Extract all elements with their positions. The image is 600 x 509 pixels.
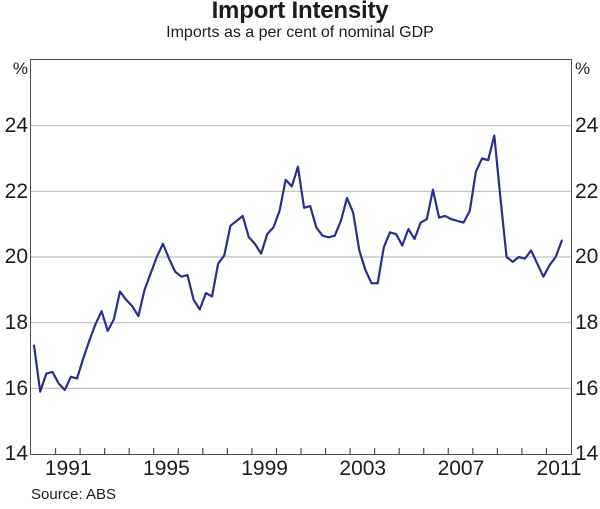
y-tick-label: 22 — [4, 179, 28, 203]
x-tick-label: 2011 — [536, 457, 582, 480]
y-axis-unit-right: % — [575, 59, 591, 78]
source-note: Source: ABS — [31, 486, 117, 503]
x-tick-label: 2003 — [339, 457, 387, 480]
chart-canvas — [31, 125, 571, 454]
chart-title: Import Intensity — [211, 0, 389, 24]
y-tick-label: 24 — [4, 114, 28, 138]
y-axis-unit-left: % — [12, 59, 28, 78]
x-tick-label: 1991 — [44, 457, 92, 480]
y-tick-label: 20 — [575, 245, 599, 269]
y-tick-label: 14 — [4, 442, 28, 466]
y-tick-label: 16 — [4, 376, 28, 400]
y-tick-label: 18 — [4, 311, 28, 335]
y-tick-label: 22 — [575, 179, 599, 203]
y-tick-label: 20 — [4, 245, 28, 269]
plot-area — [30, 59, 572, 455]
y-tick-label: 16 — [575, 376, 599, 400]
x-tick-label: 1995 — [143, 457, 190, 480]
chart-subtitle: Imports as a per cent of nominal GDP — [166, 24, 434, 41]
x-tick-label: 1999 — [241, 457, 288, 480]
y-tick-label: 18 — [575, 311, 599, 335]
x-tick-label: 2007 — [437, 457, 485, 480]
y-tick-label: 14 — [575, 442, 599, 466]
y-tick-label: 24 — [575, 114, 599, 138]
imports-line — [32, 134, 563, 393]
